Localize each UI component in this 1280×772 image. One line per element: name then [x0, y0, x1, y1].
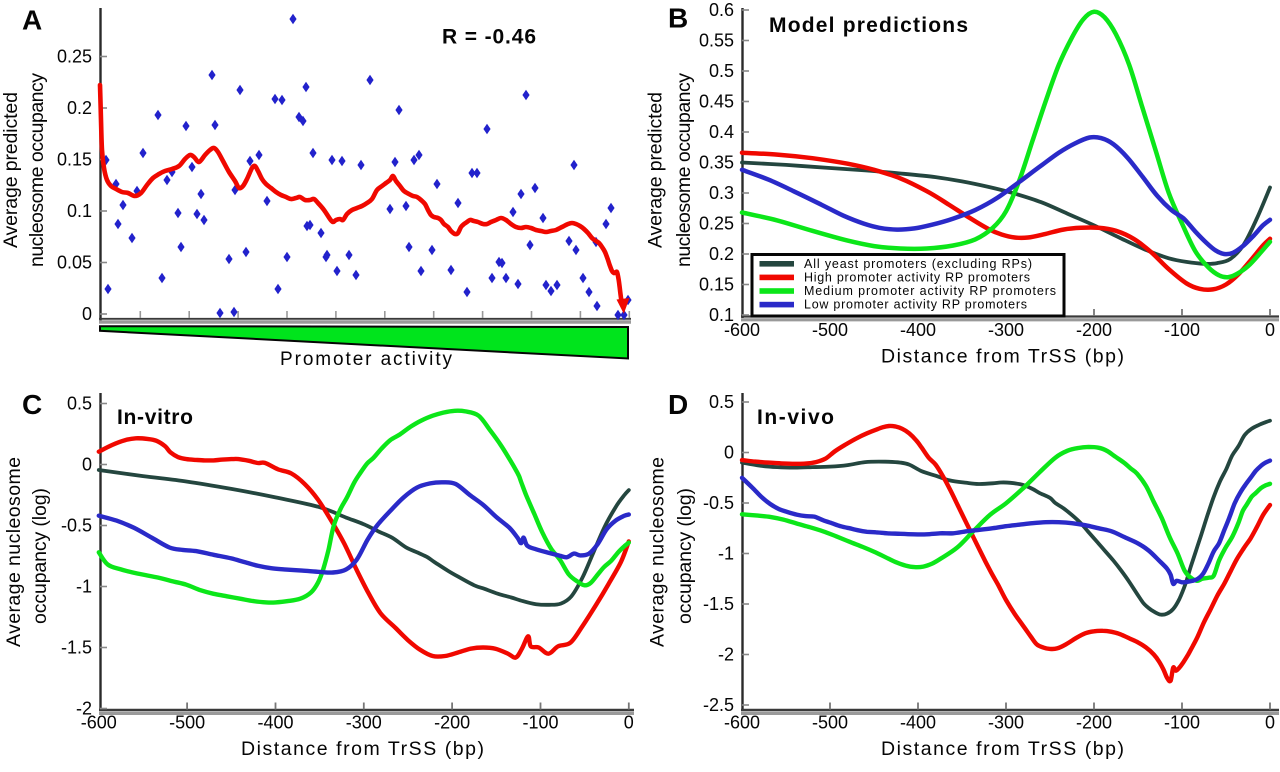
svg-text:-600: -600	[724, 320, 760, 340]
svg-text:-1: -1	[76, 577, 92, 597]
svg-text:-500: -500	[812, 713, 848, 733]
svg-text:0.5: 0.5	[709, 61, 734, 81]
svg-text:Promoter activity: Promoter activity	[280, 349, 453, 370]
svg-text:-300: -300	[988, 713, 1024, 733]
svg-text:-300: -300	[988, 320, 1024, 340]
svg-text:0.55: 0.55	[699, 31, 734, 51]
svg-text:-2: -2	[76, 699, 92, 719]
svg-text:0: 0	[624, 713, 634, 733]
svg-text:-400: -400	[257, 713, 293, 733]
svg-text:Average predicted: Average predicted	[0, 92, 22, 248]
svg-text:-400: -400	[900, 320, 936, 340]
svg-text:B: B	[668, 3, 688, 34]
svg-text:0: 0	[724, 443, 734, 463]
svg-text:-1: -1	[718, 544, 734, 564]
svg-text:Average predicted: Average predicted	[645, 92, 667, 248]
svg-text:0.2: 0.2	[67, 98, 92, 118]
svg-text:D: D	[668, 389, 688, 420]
svg-text:0.4: 0.4	[709, 122, 734, 142]
svg-text:R = -0.46: R = -0.46	[442, 26, 536, 49]
svg-text:Model predictions: Model predictions	[769, 14, 968, 37]
svg-text:-1.5: -1.5	[703, 594, 734, 614]
svg-text:A: A	[22, 5, 42, 36]
svg-text:-100: -100	[1164, 320, 1200, 340]
svg-text:0: 0	[1265, 320, 1275, 340]
svg-text:nucleosome occupancy: nucleosome occupancy	[673, 73, 695, 267]
svg-text:C: C	[22, 389, 42, 420]
svg-text:0.6: 0.6	[709, 0, 734, 20]
svg-text:-300: -300	[346, 713, 382, 733]
svg-text:Distance from TrSS (bp): Distance from TrSS (bp)	[881, 738, 1124, 760]
svg-text:Average nucleosome: Average nucleosome	[647, 457, 669, 647]
svg-text:0.15: 0.15	[699, 275, 734, 295]
svg-text:In-vitro: In-vitro	[117, 406, 193, 429]
svg-text:0.1: 0.1	[67, 201, 92, 221]
svg-text:-100: -100	[1164, 713, 1200, 733]
svg-text:-400: -400	[900, 713, 936, 733]
svg-text:Medium promoter activity RP pr: Medium promoter activity RP promoters	[804, 284, 1056, 298]
svg-text:-200: -200	[1076, 320, 1112, 340]
svg-text:-0.5: -0.5	[61, 516, 92, 536]
svg-text:Average nucleosome: Average nucleosome	[3, 457, 25, 647]
svg-text:-500: -500	[169, 713, 205, 733]
svg-text:-200: -200	[434, 713, 470, 733]
svg-text:-0.5: -0.5	[703, 493, 734, 513]
svg-text:-600: -600	[724, 713, 760, 733]
svg-text:0.05: 0.05	[57, 253, 92, 273]
svg-text:occupancy (log): occupancy (log)	[674, 488, 696, 624]
svg-text:0.45: 0.45	[699, 92, 734, 112]
svg-text:In-vivo: In-vivo	[757, 406, 834, 429]
svg-text:0: 0	[82, 455, 92, 475]
svg-text:-2: -2	[718, 645, 734, 665]
svg-text:0.1: 0.1	[709, 305, 734, 325]
svg-text:0.35: 0.35	[699, 153, 734, 173]
svg-text:-1.5: -1.5	[61, 638, 92, 658]
svg-text:-2.5: -2.5	[703, 695, 734, 715]
svg-text:-500: -500	[812, 320, 848, 340]
svg-text:occupancy (log): occupancy (log)	[29, 488, 51, 624]
svg-text:High promoter activity RP prom: High promoter activity RP promoters	[804, 270, 1030, 284]
svg-text:0.25: 0.25	[57, 47, 92, 67]
svg-text:-100: -100	[522, 713, 558, 733]
svg-text:0.5: 0.5	[709, 392, 734, 412]
svg-text:0.3: 0.3	[709, 183, 734, 203]
svg-text:-200: -200	[1076, 713, 1112, 733]
svg-text:0: 0	[1265, 713, 1275, 733]
svg-text:nucleosome occupancy: nucleosome occupancy	[26, 73, 48, 267]
svg-text:0.2: 0.2	[709, 244, 734, 264]
svg-text:Distance from TrSS (bp): Distance from TrSS (bp)	[241, 738, 484, 760]
svg-text:Low promoter activity RP promo: Low promoter activity RP promoters	[804, 298, 1027, 312]
svg-text:0.5: 0.5	[67, 394, 92, 414]
svg-text:0.15: 0.15	[57, 150, 92, 170]
svg-text:Distance from TrSS (bp): Distance from TrSS (bp)	[881, 346, 1124, 368]
svg-text:All yeast promoters (excluding: All yeast promoters (excluding RPs)	[804, 257, 1032, 271]
svg-text:0.25: 0.25	[699, 214, 734, 234]
svg-text:0: 0	[82, 304, 92, 324]
svg-text:-600: -600	[81, 713, 117, 733]
